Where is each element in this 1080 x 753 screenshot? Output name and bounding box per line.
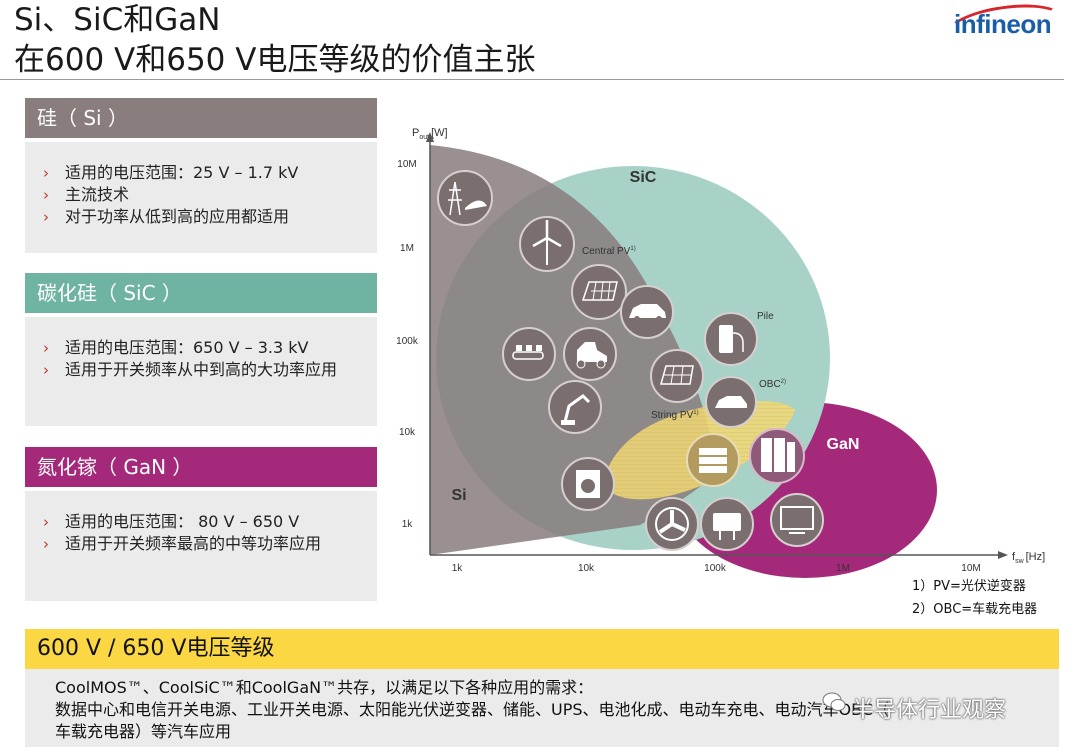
x-tick-label: 100k <box>704 563 727 574</box>
list-item: › 适用的电压范围：650 V – 3.3 kV <box>43 337 363 359</box>
y-tick-label: 10k <box>399 427 416 438</box>
loader-icon <box>563 327 617 381</box>
onboard-charger-icon <box>705 376 757 428</box>
footnote-pv: 1）PV=光伏逆变器 <box>912 579 1026 594</box>
page-title-line2: 在600 V和650 V电压等级的价值主张 <box>14 42 536 78</box>
list-item: › 适用的电压范围：25 V – 1.7 kV <box>43 162 363 184</box>
panel-gan-heading: 氮化镓（ GaN ） <box>25 447 377 487</box>
bullet-marker-icon: › <box>43 339 49 357</box>
y-axis-arrow-icon <box>426 132 434 142</box>
title-divider <box>0 79 1064 80</box>
x-axis-label: fsw [Hz] <box>1012 551 1045 565</box>
solar-panel-icon <box>571 264 627 320</box>
bullet-text: 适用于开关频率最高的中等功率应用 <box>65 534 322 553</box>
robot-arm-icon <box>548 380 602 434</box>
voltage-class-line1: CoolMOS™、CoolSiC™和CoolGaN™共存，以满足以下各种应用的需… <box>55 678 594 697</box>
string-pv-label: String PV1) <box>651 410 699 421</box>
sic-region-label: SiC <box>630 169 657 186</box>
list-item: › 适用于开关频率从中到高的大功率应用 <box>43 359 363 381</box>
pile-label: Pile <box>757 311 774 322</box>
x-axis-arrow-icon <box>998 551 1008 559</box>
y-tick-label: 1M <box>400 243 414 254</box>
list-item: › 适用于开关频率最高的中等功率应用 <box>43 533 363 555</box>
infineon-logo: infineon <box>943 0 1068 55</box>
x-tick-label: 10M <box>961 563 980 574</box>
bullet-marker-icon: › <box>43 186 49 204</box>
bullet-text: 适用的电压范围： 80 V – 650 V <box>65 512 300 531</box>
panel-sic-heading: 碳化硅（ SiC ） <box>25 273 377 313</box>
bullet-text: 适用于开关频率从中到高的大功率应用 <box>65 360 338 379</box>
gan-region-label: GaN <box>827 436 860 453</box>
list-item: › 适用的电压范围： 80 V – 650 V <box>43 511 363 533</box>
car-icon <box>620 285 674 339</box>
charging-pile-icon <box>704 312 758 366</box>
bullet-text: 主流技术 <box>65 185 130 204</box>
bullet-marker-icon: › <box>43 513 49 531</box>
y-tick-label: 10M <box>397 159 416 170</box>
panel-si-heading: 硅（ Si ） <box>25 98 377 138</box>
bullet-marker-icon: › <box>43 361 49 379</box>
server-icon <box>686 433 740 487</box>
page-title-line1: Si、SiC和GaN <box>14 2 221 38</box>
rack-server-icon <box>749 428 805 484</box>
y-tick-label: 100k <box>396 336 419 347</box>
adapter-icon <box>700 497 754 551</box>
watermark-text: 半导体行业观察 <box>852 698 1007 723</box>
bullet-marker-icon: › <box>43 208 49 226</box>
bullet-text: 适用的电压范围：25 V – 1.7 kV <box>65 163 299 182</box>
washing-machine-icon <box>561 457 615 511</box>
voltage-class-line2: 数据中心和电信开关电源、工业开关电源、太阳能光伏逆变器、储能、UPS、电池化成、… <box>55 700 889 719</box>
list-item: › 对于功率从低到高的应用都适用 <box>43 206 363 228</box>
wechat-icon <box>822 692 846 711</box>
logo-text: infineon <box>954 9 1052 39</box>
central-pv-label: Central PV1) <box>582 246 636 257</box>
x-tick-label: 10k <box>578 563 595 574</box>
application-map-chart: Pout [W] fsw [Hz] 10M 1M 100k 10k 1k 1k 10… <box>396 127 1045 578</box>
panel-gan-body: › 适用的电压范围： 80 V – 650 V › 适用于开关频率最高的中等功率应用 <box>25 491 377 601</box>
obc-label: OBC2) <box>759 379 786 390</box>
bullet-marker-icon: › <box>43 535 49 553</box>
voltage-class-line3: 车载充电器）等汽车应用 <box>55 722 232 741</box>
y-tick-label: 1k <box>402 519 414 530</box>
panel-sic-body: › 适用的电压范围：650 V – 3.3 kV › 适用于开关频率从中到高的大功率… <box>25 317 377 426</box>
bullet-text: 适用的电压范围：650 V – 3.3 kV <box>65 338 309 357</box>
x-tick-label: 1k <box>452 563 464 574</box>
list-item: › 主流技术 <box>43 184 363 206</box>
bullet-marker-icon: › <box>43 164 49 182</box>
si-region-label: Si <box>451 487 466 504</box>
wind-turbine-icon <box>519 216 575 272</box>
footnote-obc: 2）OBC=车载充电器 <box>912 602 1038 617</box>
fan-icon <box>645 497 699 551</box>
y-axis-label: Pout [W] <box>412 127 448 141</box>
x-tick-label: 1M <box>836 563 850 574</box>
voltage-class-heading: 600 V / 650 V电压等级 <box>25 629 1059 669</box>
power-tower-train-icon <box>437 170 493 226</box>
voltage-class-body: CoolMOS™、CoolSiC™和CoolGaN™共存，以满足以下各种应用的需… <box>25 669 1059 747</box>
panel-si-body: › 适用的电压范围：25 V – 1.7 kV › 主流技术 › 对于功率从低到高的应… <box>25 142 377 253</box>
bullet-text: 对于功率从低到高的应用都适用 <box>65 207 290 226</box>
conveyor-icon <box>502 327 556 381</box>
solar-panel-small-icon <box>650 349 704 403</box>
tv-icon <box>770 493 824 547</box>
